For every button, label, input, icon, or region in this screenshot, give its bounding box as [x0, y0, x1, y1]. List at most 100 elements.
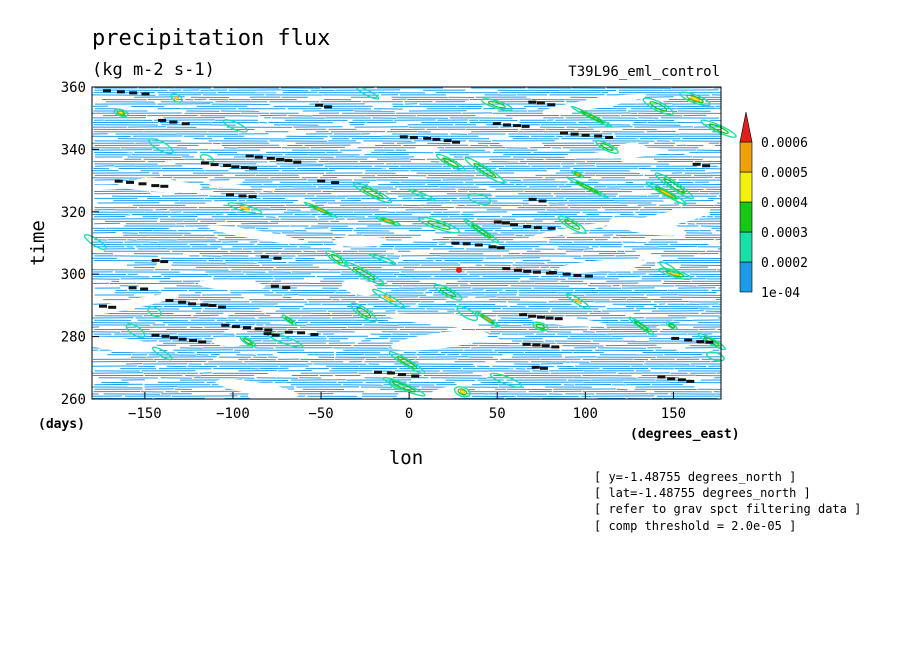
field-contour [564, 219, 581, 230]
y-tick-label: 300 [61, 267, 86, 283]
field-contour [375, 216, 401, 226]
x-tick-label: 0 [405, 406, 413, 422]
field-contour [645, 181, 687, 205]
field-clearing [385, 313, 480, 328]
y-tick-label: 320 [61, 205, 86, 221]
y-axis-label: time [27, 220, 49, 266]
note-line: [ lat=-1.48755 degrees_north ] [594, 486, 811, 500]
field-contour [575, 181, 600, 194]
field-peak [459, 389, 466, 394]
field-contour [600, 142, 614, 152]
colorbar-segment [739, 201, 753, 233]
field-contour [439, 287, 457, 298]
colorbar-label: 1e-04 [761, 286, 800, 301]
field-clearing [332, 236, 387, 247]
field-contour [281, 314, 297, 326]
field-contour [679, 91, 711, 107]
field-contour [356, 306, 372, 319]
x-tick-label: −150 [128, 406, 162, 422]
x-axis-units: (degrees_east) [630, 427, 740, 442]
field-contour [467, 192, 492, 206]
colorbar-label: 0.0002 [761, 256, 808, 271]
field-contour [706, 351, 725, 362]
x-tick-label: 50 [489, 406, 506, 422]
y-tick-label: 260 [61, 392, 86, 408]
field-contour [654, 186, 678, 200]
field-clearing [247, 390, 292, 404]
field-contour [453, 386, 471, 398]
field-contour [565, 293, 591, 310]
field-clearing [73, 293, 179, 317]
field-contour [700, 119, 737, 138]
field-contour [489, 372, 523, 388]
field-contour [433, 283, 463, 301]
field-contour [642, 97, 674, 116]
field-contour [487, 100, 506, 109]
field-peak [174, 96, 179, 100]
field-contour [474, 310, 501, 328]
field-clearing [528, 221, 614, 239]
field-clearing [207, 225, 306, 245]
field-contour [654, 172, 694, 200]
experiment-label: T39L96_eml_control [568, 64, 720, 80]
field-contour [227, 202, 263, 215]
field-contour [442, 157, 460, 168]
field-max [456, 267, 462, 273]
y-axis: 260 280 300 320 340 360 [61, 80, 99, 408]
chart-title: precipitation flux [92, 26, 330, 51]
field-contour [686, 94, 704, 104]
field-contour [427, 220, 451, 230]
field-contour [396, 355, 418, 370]
field-contour [570, 105, 614, 128]
y-tick-label: 280 [61, 330, 86, 346]
colorbar-segment [739, 231, 753, 263]
field-clearing [198, 279, 266, 291]
field-peak [315, 207, 327, 213]
field-peak [483, 316, 492, 322]
field-clearing [208, 182, 253, 190]
colorbar-segment [739, 141, 753, 173]
field-contour [350, 302, 377, 323]
field-contour [239, 335, 257, 348]
field-contour [408, 188, 436, 202]
field-contour [116, 110, 126, 116]
field-clearing [391, 330, 489, 351]
filtered-wave-markers [99, 89, 714, 383]
field-contour [170, 93, 183, 103]
field-peak [690, 96, 700, 102]
field-contour [532, 321, 549, 332]
field-contour [649, 101, 668, 112]
field-contour [83, 234, 107, 251]
field-contour [665, 321, 678, 331]
field-contour [382, 376, 426, 397]
field-peak [383, 219, 393, 223]
field-clearing [211, 336, 247, 347]
field-clearing [341, 279, 378, 296]
field-contour [417, 216, 461, 234]
field-peak [574, 298, 582, 304]
field-contour [634, 320, 649, 332]
field-peak [118, 111, 124, 115]
field-contour [352, 266, 376, 281]
y-axis-units: (days) [38, 417, 85, 432]
field-contour [371, 288, 406, 309]
field-contour [628, 316, 655, 336]
x-tick-label: −50 [308, 406, 333, 422]
field-contour [668, 322, 676, 329]
colorbar-label: 0.0005 [761, 166, 808, 181]
field-peak [239, 206, 251, 211]
field-contour [222, 119, 248, 133]
x-tick-label: 150 [661, 406, 686, 422]
field-contour [148, 138, 174, 155]
field-clearing [541, 93, 647, 114]
field-contour [571, 170, 585, 179]
field-contour [361, 186, 384, 199]
note-line: [ comp threshold = 2.0e-05 ] [594, 519, 796, 533]
colorbar-label: 0.0006 [761, 136, 808, 151]
field-contour [435, 153, 466, 172]
field-contour [558, 215, 587, 234]
colorbar: 1e-04 0.0002 0.0003 0.0004 0.0005 0.0006 [739, 111, 808, 301]
field-contour [391, 381, 417, 393]
field-clearing [81, 336, 161, 353]
note-line: [ y=-1.48755 degrees_north ] [594, 470, 796, 484]
